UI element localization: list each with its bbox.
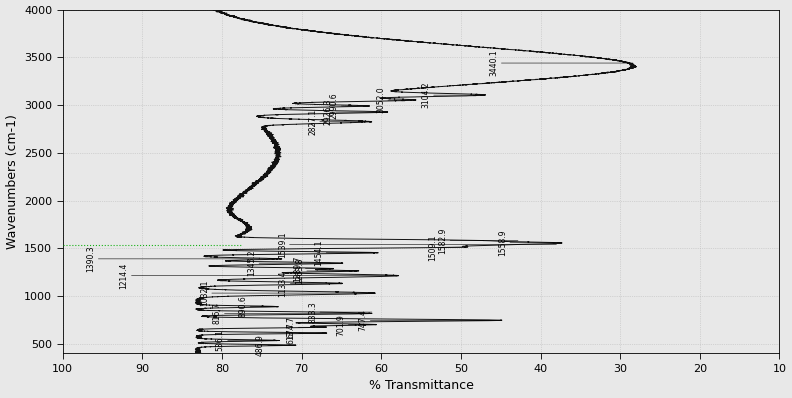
- Text: 1509.1: 1509.1: [428, 234, 468, 261]
- Text: 3440.1: 3440.1: [489, 50, 633, 76]
- Text: 2926.3: 2926.3: [324, 99, 387, 125]
- Text: 1390.3: 1390.3: [86, 246, 282, 272]
- Text: 816.7: 816.7: [213, 303, 372, 324]
- Text: 3104.2: 3104.2: [422, 82, 485, 108]
- Text: 613.7: 613.7: [287, 322, 327, 344]
- Text: 2990.6: 2990.6: [329, 93, 370, 119]
- Text: 1032.1: 1032.1: [200, 280, 375, 306]
- Text: 1289.7: 1289.7: [294, 255, 333, 282]
- Text: 1345.2: 1345.2: [247, 250, 343, 277]
- X-axis label: % Transmittance: % Transmittance: [368, 379, 474, 392]
- Text: 747.4: 747.4: [359, 309, 502, 331]
- Text: 1539.1: 1539.1: [278, 231, 557, 258]
- Text: 1263.8: 1263.8: [295, 258, 359, 284]
- Text: 701.9: 701.9: [337, 314, 376, 336]
- Text: 2827.1: 2827.1: [308, 109, 371, 135]
- Text: 833.3: 833.3: [308, 301, 372, 323]
- Text: 486.9: 486.9: [256, 334, 296, 356]
- Text: 674.7: 674.7: [287, 316, 326, 338]
- Text: 1133.4: 1133.4: [279, 270, 342, 297]
- Text: 536.1: 536.1: [216, 330, 280, 351]
- Text: 1214.4: 1214.4: [120, 263, 398, 289]
- Text: 1582.9: 1582.9: [439, 227, 518, 254]
- Text: 1454.1: 1454.1: [314, 240, 378, 266]
- Y-axis label: Wavenumbers (cm-1): Wavenumbers (cm-1): [6, 114, 18, 249]
- Text: 890.6: 890.6: [238, 296, 278, 318]
- Text: 3052.0: 3052.0: [376, 87, 416, 113]
- Text: 1558.9: 1558.9: [498, 230, 562, 256]
